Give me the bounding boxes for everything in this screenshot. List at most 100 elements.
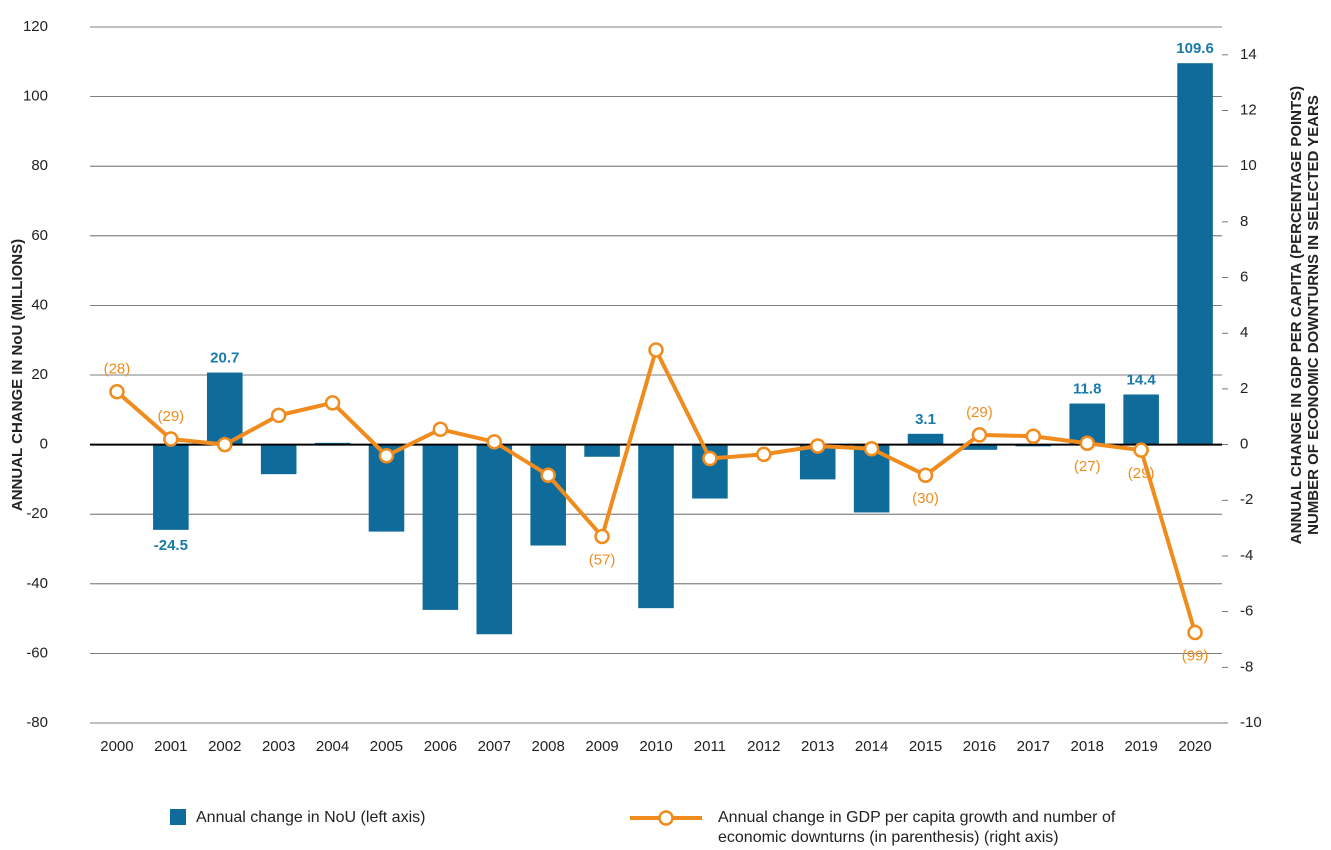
bar-value-label: 20.7 — [210, 350, 239, 367]
line-marker — [540, 467, 556, 483]
y2-tick-label: -8 — [1240, 658, 1253, 675]
point-label: (29) — [158, 408, 185, 425]
x-tick-label: 2007 — [478, 738, 511, 755]
legend-label: Annual change in GDP per capita growth a… — [718, 809, 1116, 846]
line-marker — [971, 427, 988, 443]
y-tick-label: -40 — [26, 575, 48, 592]
x-tick-label: 2015 — [909, 738, 942, 755]
bar — [907, 433, 944, 445]
x-tick-label: 2004 — [316, 738, 349, 755]
y2-axis-title: ANNUAL CHANGE IN GDP PER CAPITA (PERCENT… — [1288, 86, 1305, 544]
line-marker — [863, 441, 880, 457]
x-tick-label: 2002 — [208, 738, 241, 755]
point-label: (99) — [1182, 647, 1209, 664]
y-tick-label: 120 — [23, 18, 48, 35]
x-tick-label: 2006 — [424, 738, 457, 755]
y2-tick-label: 2 — [1240, 380, 1248, 397]
y2-tick-label: 0 — [1240, 436, 1248, 453]
line-marker — [917, 467, 934, 483]
point-label: (29) — [966, 404, 993, 421]
y2-tick-label: -10 — [1240, 714, 1262, 731]
line-marker — [432, 421, 449, 438]
x-tick-label: 2009 — [585, 738, 618, 755]
bar — [153, 444, 189, 530]
point-label: (28) — [104, 361, 131, 378]
line-marker — [1187, 624, 1203, 641]
bar-value-label: 109.6 — [1176, 40, 1214, 57]
line-marker — [594, 528, 610, 545]
x-tick-label: 2003 — [262, 738, 295, 755]
bar — [260, 444, 297, 475]
line-marker — [163, 431, 179, 447]
bar — [206, 372, 243, 445]
line-marker — [109, 383, 125, 400]
line-marker — [378, 447, 395, 464]
bar-value-label: 11.8 — [1073, 381, 1101, 398]
y-tick-label: -80 — [26, 714, 48, 731]
y-tick-label: 60 — [31, 227, 48, 244]
x-tick-label: 2010 — [639, 738, 672, 755]
bar — [1123, 394, 1159, 445]
y2-axis-title: NUMBER OF ECONOMIC DOWNTURNS IN SELECTED… — [1305, 95, 1322, 535]
point-label: (57) — [589, 551, 616, 568]
y2-tick-label: 4 — [1240, 324, 1248, 341]
line-marker — [702, 450, 718, 467]
line-marker — [324, 395, 341, 411]
bar — [638, 444, 674, 609]
y2-tick-label: 10 — [1240, 157, 1257, 174]
x-tick-label: 2020 — [1178, 738, 1211, 755]
y-tick-label: -20 — [26, 505, 48, 522]
bar — [584, 444, 620, 457]
x-tick-label: 2016 — [963, 738, 996, 755]
x-tick-label: 2014 — [855, 738, 888, 755]
line-marker — [217, 436, 233, 453]
y-tick-label: 40 — [31, 296, 48, 313]
point-label: (30) — [912, 490, 939, 507]
line-marker — [1133, 442, 1149, 458]
point-label: (27) — [1074, 458, 1101, 475]
x-tick-label: 2008 — [532, 738, 565, 755]
line-marker — [756, 446, 772, 463]
x-tick-label: 2019 — [1124, 738, 1157, 755]
bar — [961, 444, 998, 450]
x-tick-label: 2017 — [1017, 738, 1050, 755]
y-axis-title: ANNUAL CHANGE IN NoU (MILLIONS) — [9, 239, 26, 511]
x-tick-label: 2000 — [100, 738, 133, 755]
y2-tick-label: -2 — [1240, 491, 1253, 508]
line-marker — [1025, 428, 1042, 444]
y-tick-label: 100 — [23, 88, 48, 105]
x-tick-label: 2012 — [747, 738, 780, 755]
y2-tick-label: -4 — [1240, 547, 1253, 564]
legend-label: Annual change in NoU (left axis) — [196, 809, 426, 826]
bar-value-label: -24.5 — [154, 537, 188, 554]
bar-value-label: 14.4 — [1127, 371, 1157, 388]
line-marker — [648, 342, 664, 358]
x-tick-label: 2001 — [154, 738, 187, 755]
y-tick-label: 20 — [31, 366, 48, 383]
y2-tick-label: -6 — [1240, 603, 1253, 620]
bar — [476, 444, 513, 635]
x-tick-label: 2005 — [370, 738, 403, 755]
bar — [530, 444, 566, 546]
bar — [422, 444, 459, 610]
line-marker — [1079, 435, 1095, 451]
y2-tick-label: 6 — [1240, 269, 1248, 286]
line-marker — [809, 438, 826, 454]
legend-swatch — [630, 810, 702, 826]
y-tick-label: -60 — [26, 644, 48, 661]
legend-line: Annual change in GDP per capita growth a… — [630, 808, 1190, 848]
y2-tick-label: 12 — [1240, 101, 1257, 118]
legend-swatch — [170, 809, 186, 825]
y2-tick-label: 8 — [1240, 213, 1248, 230]
y-tick-label: 80 — [31, 157, 48, 174]
x-tick-label: 2011 — [694, 738, 726, 755]
bar-value-label: 3.1 — [915, 411, 936, 428]
line-marker — [486, 434, 503, 450]
bar — [1177, 63, 1213, 445]
point-label: (29) — [1128, 465, 1155, 482]
x-tick-label: 2018 — [1071, 738, 1104, 755]
y-tick-label: 0 — [40, 436, 48, 453]
y2-tick-label: 14 — [1240, 46, 1257, 63]
